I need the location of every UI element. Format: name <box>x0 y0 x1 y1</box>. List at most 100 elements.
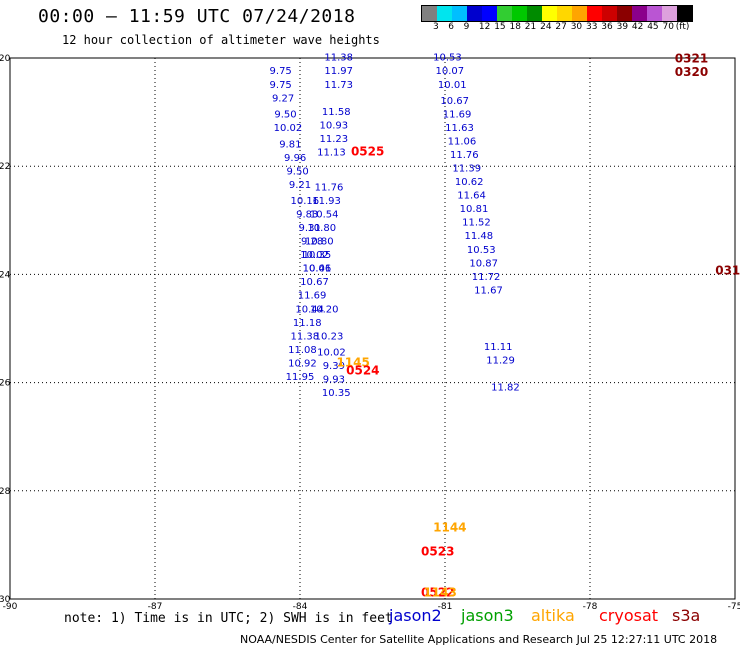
legend-label: 45 <box>647 22 659 32</box>
pass-time-label: 1144 <box>433 520 466 534</box>
legend-label: 15 <box>494 22 506 32</box>
legend-swatch <box>527 6 542 21</box>
lat-tick-label: -28 <box>0 487 11 497</box>
wave-height-value: 10.01 <box>303 264 332 275</box>
legend-swatch <box>662 6 677 21</box>
legend-swatch <box>617 6 632 21</box>
wave-height-value: 10.46 <box>303 264 332 275</box>
wave-height-value: 11.52 <box>462 218 491 229</box>
wave-height-value: 11.67 <box>474 285 503 296</box>
pass-time-label: 0525 <box>351 144 384 158</box>
wave-height-value: 11.08 <box>288 345 317 356</box>
wave-height-value: 9.27 <box>272 93 294 104</box>
lat-tick-label: -24 <box>0 270 11 280</box>
legend-swatch <box>572 6 587 21</box>
wave-height-value: 10.07 <box>436 66 465 77</box>
lat-tick-label: -22 <box>0 162 10 172</box>
pass-time-label: 0320 <box>675 65 708 79</box>
wave-height-value: 10.20 <box>310 304 339 315</box>
wave-height-value: 10.35 <box>303 250 332 261</box>
legend-label: 30 <box>570 22 583 32</box>
wave-height-value: 10.67 <box>300 277 329 288</box>
satellite-name: jason2 <box>389 606 442 625</box>
wave-height-value: 11.76 <box>315 183 344 194</box>
pass-time-label: 031 <box>715 263 740 277</box>
wave-height-value: 11.69 <box>298 291 327 302</box>
legend-swatch <box>452 6 467 21</box>
wave-height-value: 10.67 <box>440 96 469 107</box>
wave-height-value: 10.80 <box>305 237 334 248</box>
credit-text: NOAA/NESDIS Center for Satellite Applica… <box>240 633 718 646</box>
wave-height-value: 9.39 <box>323 361 345 372</box>
wave-height-value: 11.73 <box>324 80 353 91</box>
wave-height-value: 10.02 <box>300 250 329 261</box>
wave-height-value: 9.50 <box>286 166 308 177</box>
satellite-name: jason3 <box>461 606 514 625</box>
wave-height-value: 10.92 <box>288 358 317 369</box>
legend-swatch <box>677 6 692 21</box>
legend-swatch <box>542 6 557 21</box>
wave-height-value: 10.02 <box>317 348 346 359</box>
wave-height-value: 10.93 <box>320 120 349 131</box>
lon-tick-label: -78 <box>583 602 598 612</box>
wave-height-value: 10.02 <box>274 123 303 134</box>
legend-swatch <box>587 6 602 21</box>
legend-label: 12 <box>478 22 491 32</box>
legend-label: 33 <box>586 22 598 32</box>
pass-time-label: 1143 <box>423 585 456 599</box>
wave-height-value: 11.06 <box>448 137 477 148</box>
wave-height-value: 11.76 <box>450 150 479 161</box>
legend-label: 21 <box>524 22 537 32</box>
wave-height-value: 9.83 <box>296 210 318 221</box>
legend-swatch <box>437 6 452 21</box>
color-legend-bar <box>421 5 693 22</box>
page-title: 00:00 — 11:59 UTC 07/24/2018 <box>38 6 356 27</box>
legend-label: 39 <box>616 22 629 32</box>
wave-height-value: 10.81 <box>460 204 489 215</box>
legend-swatch <box>632 6 647 21</box>
legend-label: 3 <box>433 22 439 32</box>
wave-height-value: 11.69 <box>443 110 472 121</box>
legend-swatch <box>602 6 617 21</box>
wave-height-value: 9.81 <box>279 139 301 150</box>
wave-height-value: 11.11 <box>484 342 513 353</box>
wave-height-value: 11.93 <box>312 196 341 207</box>
pass-time-label: 0523 <box>421 545 454 559</box>
wave-height-value: 11.97 <box>324 66 353 77</box>
lon-tick-label: -75 <box>728 602 740 612</box>
wave-height-value: 9.21 <box>289 180 311 191</box>
legend-label: 42 <box>631 22 644 32</box>
wave-height-value: 11.72 <box>472 272 501 283</box>
wave-height-value: 11.63 <box>445 123 474 134</box>
lon-tick-label: -90 <box>3 602 18 612</box>
wave-height-value: 11.13 <box>317 147 346 158</box>
wave-height-value: 11.39 <box>452 164 481 175</box>
lat-tick-label: -20 <box>0 54 11 64</box>
wave-height-value: 10.53 <box>433 53 462 64</box>
legend-swatch <box>557 6 572 21</box>
wave-height-value: 11.29 <box>486 356 515 367</box>
wave-height-value: 10.16 <box>291 196 320 207</box>
wave-height-value: 11.23 <box>320 134 349 145</box>
legend-label: 9 <box>463 22 470 32</box>
satellite-name: s3a <box>672 606 701 625</box>
page-subtitle: 12 hour collection of altimeter wave hei… <box>62 33 380 47</box>
lon-tick-label: -84 <box>293 602 308 612</box>
wave-height-value: 10.35 <box>322 388 351 399</box>
wave-height-value: 10.01 <box>438 80 467 91</box>
wave-height-value: 10.44 <box>295 304 324 315</box>
wave-height-value: 9.50 <box>274 110 296 121</box>
wave-height-value: 11.48 <box>465 231 494 242</box>
satellite-name: cryosat <box>599 606 659 625</box>
wave-height-value: 10.87 <box>469 258 498 269</box>
legend-swatch <box>512 6 527 21</box>
wave-height-value: 11.38 <box>324 53 353 64</box>
satellite-name: altika <box>531 606 575 625</box>
wave-height-value: 10.23 <box>315 331 344 342</box>
wave-height-value: 11.38 <box>291 331 320 342</box>
lat-tick-label: -26 <box>0 379 11 389</box>
legend-unit: (ft) <box>675 22 690 32</box>
legend-label: 18 <box>509 22 521 32</box>
wave-height-value: 11.58 <box>322 107 351 118</box>
map-frame <box>9 57 736 600</box>
